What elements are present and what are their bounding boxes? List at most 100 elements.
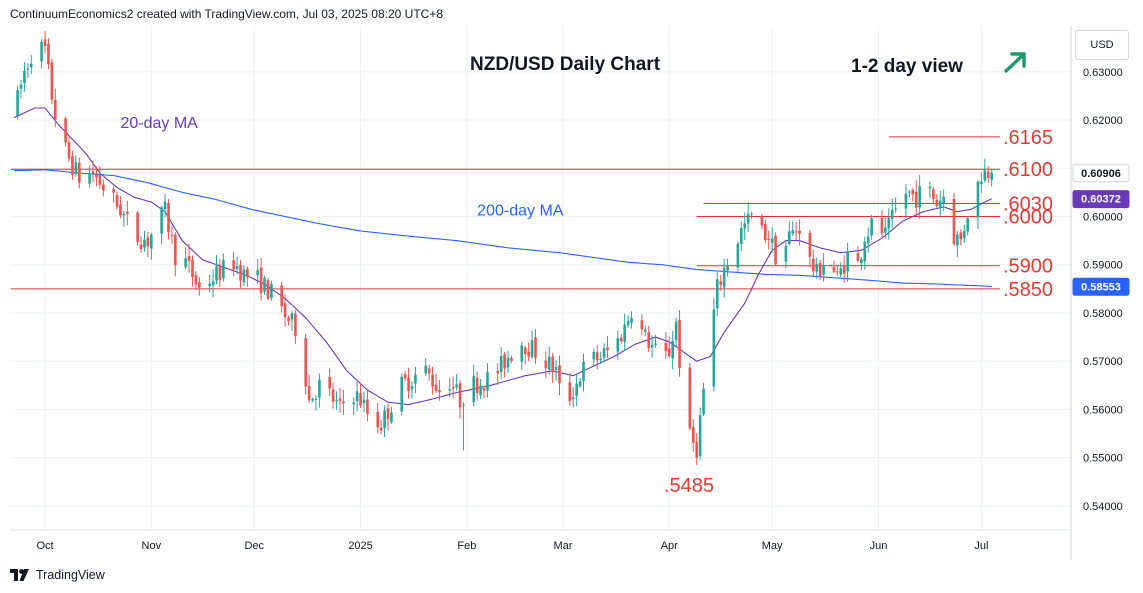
candle xyxy=(942,189,945,212)
x-tick-label: Jul xyxy=(974,540,988,552)
candle xyxy=(739,221,743,252)
candle-body xyxy=(115,195,119,208)
candle-body xyxy=(818,262,822,277)
candle xyxy=(887,208,891,240)
levels xyxy=(10,136,1000,290)
candle-body xyxy=(599,358,602,360)
candle xyxy=(667,336,671,358)
candle-body xyxy=(952,198,956,245)
candle xyxy=(582,353,585,392)
candle-body xyxy=(314,399,318,401)
candle-body xyxy=(698,415,702,456)
candle-body xyxy=(139,244,143,250)
candle-body xyxy=(767,238,771,240)
candle xyxy=(595,345,599,370)
candle xyxy=(211,269,215,298)
candle-body xyxy=(112,189,115,193)
candle-body xyxy=(472,376,476,403)
candle xyxy=(606,336,609,358)
x-tick-label: Jun xyxy=(870,540,888,552)
candle xyxy=(870,214,873,240)
candle xyxy=(695,432,698,465)
candle xyxy=(815,257,819,279)
candle xyxy=(743,212,747,240)
candle-body xyxy=(928,186,932,189)
candle-body xyxy=(534,337,537,358)
candle-body xyxy=(98,175,102,185)
candle-body xyxy=(496,371,500,374)
candle-body xyxy=(163,201,167,210)
candle xyxy=(198,277,201,296)
candle-body xyxy=(791,230,795,234)
candle-body xyxy=(479,385,482,396)
candle-body xyxy=(678,319,681,369)
candle-body xyxy=(647,331,650,349)
candle-body xyxy=(966,218,969,232)
candle-body xyxy=(174,234,177,266)
footer-brand[interactable]: TradingView xyxy=(10,568,105,582)
candle xyxy=(722,258,726,298)
candle xyxy=(98,166,102,190)
candle-body xyxy=(170,234,174,236)
candle xyxy=(314,395,318,411)
candle-body xyxy=(914,191,918,208)
candle xyxy=(712,297,716,392)
candle xyxy=(932,186,935,204)
candle-body xyxy=(246,268,249,278)
price-label-box xyxy=(1072,190,1130,209)
candle xyxy=(774,232,777,267)
currency-selector[interactable]: USD xyxy=(1075,30,1129,60)
candle-body xyxy=(623,324,626,343)
candle xyxy=(619,334,623,344)
candle xyxy=(455,373,458,391)
candle xyxy=(390,406,393,424)
candle xyxy=(938,190,942,217)
candle xyxy=(818,259,822,280)
candle xyxy=(842,255,846,283)
candle xyxy=(335,391,338,410)
candle-body xyxy=(667,348,671,357)
grid xyxy=(10,26,1071,530)
candle-body xyxy=(160,207,163,234)
candle xyxy=(980,172,983,193)
candle xyxy=(959,229,963,246)
candle-body xyxy=(91,171,95,175)
chart-attribution: ContinuumEconomics2 created with Trading… xyxy=(10,7,444,21)
candle-body xyxy=(764,224,767,241)
candle xyxy=(29,55,33,74)
candle-body xyxy=(146,237,150,247)
candle xyxy=(956,231,959,258)
candle xyxy=(983,158,987,183)
candle-body xyxy=(884,227,887,233)
candle xyxy=(904,184,908,218)
candle-body xyxy=(959,232,963,240)
x-tick-label: Apr xyxy=(661,540,678,552)
candle xyxy=(102,179,105,197)
candle-body xyxy=(606,347,609,351)
candle-body xyxy=(16,90,19,116)
candle xyxy=(527,342,530,362)
candle xyxy=(643,325,647,337)
candle-body xyxy=(702,388,705,415)
candle xyxy=(160,205,163,245)
candle-body xyxy=(427,368,431,374)
candle-body xyxy=(499,355,503,372)
candle-body xyxy=(846,251,849,272)
candle-body xyxy=(74,162,78,174)
candle xyxy=(47,38,50,70)
level-label: .6000 xyxy=(1003,207,1053,229)
candle xyxy=(88,165,91,188)
candle xyxy=(674,317,678,348)
candle-body xyxy=(431,374,434,387)
candle-body xyxy=(270,284,273,298)
candle xyxy=(486,363,489,398)
candle xyxy=(534,329,537,364)
candle-body xyxy=(671,341,674,359)
candle-body xyxy=(386,408,390,420)
candle-body xyxy=(887,217,891,229)
candle-body xyxy=(983,170,987,181)
candle-body xyxy=(211,281,215,286)
y-tick-label: 0.60000 xyxy=(1083,212,1123,224)
candle-body xyxy=(191,259,194,278)
